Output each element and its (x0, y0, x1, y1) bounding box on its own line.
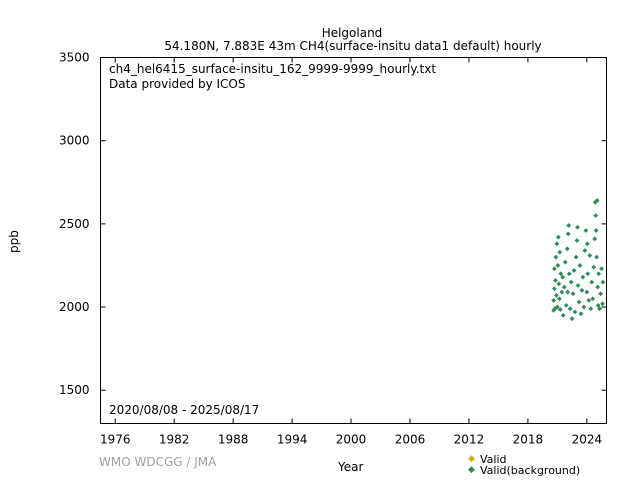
data-point (582, 248, 588, 253)
data-point (584, 289, 590, 295)
data-point (561, 284, 567, 290)
x-tick-label: 2000 (336, 433, 367, 447)
data-point (575, 224, 580, 230)
data-point (565, 289, 571, 295)
data-point (571, 268, 577, 273)
data-point (566, 271, 572, 277)
data-point (554, 241, 560, 247)
data-point (563, 302, 569, 308)
data-point (594, 198, 600, 203)
data-point (588, 306, 594, 312)
data-point (551, 297, 557, 303)
provider-annotation: Data provided by ICOS (109, 77, 245, 91)
data-point (579, 288, 585, 293)
data-point (599, 266, 604, 272)
diamond-marker-icon: ◆ (468, 465, 475, 475)
data-point (594, 254, 600, 260)
data-point (577, 263, 583, 268)
data-point (552, 266, 557, 272)
diamond-marker-icon: ◆ (468, 454, 475, 464)
data-point (570, 291, 576, 297)
data-point (560, 312, 566, 318)
data-point (584, 241, 590, 247)
data-point (557, 307, 563, 312)
filename-annotation: ch4_hel6415_surface-insitu_162_9999-9999… (109, 62, 436, 76)
data-point (581, 304, 587, 310)
data-point (573, 254, 579, 260)
data-point (592, 236, 598, 242)
x-tick-label: 1988 (218, 433, 249, 447)
period-annotation: 2020/08/08 - 2025/08/17 (109, 403, 259, 417)
y-tick-label: 3500 (59, 51, 90, 65)
data-point (593, 213, 599, 218)
data-point (553, 254, 559, 260)
x-tick-label: 2018 (513, 433, 544, 447)
chart-title-station: Helgoland (321, 26, 383, 40)
x-tick-label: 2012 (454, 433, 485, 447)
data-point (554, 304, 560, 310)
data-point (552, 286, 557, 292)
data-point (572, 309, 578, 315)
data-point (562, 259, 568, 265)
y-tick-label: 2000 (59, 300, 90, 314)
axis-ticks: 1500 2000 2500 3000 3500 1976 1982 1988 1994 2000… (59, 51, 607, 447)
data-point (559, 289, 565, 295)
data-point (565, 231, 571, 237)
legend-item-valid: ◆ Valid (468, 454, 580, 465)
data-point (586, 297, 592, 303)
y-tick-label: 1500 (59, 383, 90, 397)
x-tick-label: 2006 (395, 433, 426, 447)
data-point (585, 271, 591, 277)
data-point (555, 234, 561, 240)
y-tick-label: 2500 (59, 217, 90, 231)
x-axis-label: Year (338, 460, 364, 474)
x-tick-label: 2024 (572, 433, 603, 447)
data-point (556, 281, 562, 287)
data-point (556, 296, 562, 302)
data-point (580, 274, 586, 280)
data-point (595, 302, 601, 308)
data-point (589, 279, 595, 285)
x-tick-label: 1982 (159, 433, 190, 447)
data-point (567, 306, 573, 312)
x-tick-label: 1994 (277, 433, 308, 447)
data-point (557, 249, 563, 255)
data-point (555, 263, 561, 268)
data-point (564, 246, 570, 252)
legend-label-valid: Valid (480, 453, 507, 466)
legend-item-background: ◆ Valid(background) (468, 465, 580, 476)
data-point (560, 274, 566, 280)
data-point (596, 271, 602, 277)
data-point (566, 223, 572, 228)
data-point (591, 264, 597, 270)
data-point (600, 301, 605, 307)
data-point (590, 296, 596, 302)
data-point (597, 306, 603, 312)
plot-frame (100, 57, 607, 424)
data-point (568, 279, 574, 285)
data-point (574, 238, 580, 243)
x-tick-label: 1976 (100, 433, 131, 447)
data-point (593, 228, 599, 233)
chart-title-details: 54.180N, 7.883E 43m CH4(surface-insitu d… (164, 39, 542, 53)
data-point (583, 228, 589, 233)
credit-text: WMO WDCGG / JMA (99, 455, 217, 469)
y-tick-label: 3000 (59, 134, 90, 148)
data-point (598, 291, 604, 297)
data-point (578, 311, 584, 317)
data-point (575, 283, 581, 288)
plot-area (551, 198, 606, 322)
data-point (569, 316, 575, 322)
legend-label-background: Valid(background) (480, 464, 581, 477)
y-axis-label: ppb (7, 230, 21, 253)
data-point (595, 284, 601, 290)
legend: ◆ Valid ◆ Valid(background) (468, 454, 580, 476)
data-point (558, 271, 564, 277)
data-point (600, 279, 606, 285)
data-point (553, 293, 559, 298)
data-point (576, 299, 582, 305)
data-point (553, 278, 558, 283)
data-point (587, 253, 593, 258)
